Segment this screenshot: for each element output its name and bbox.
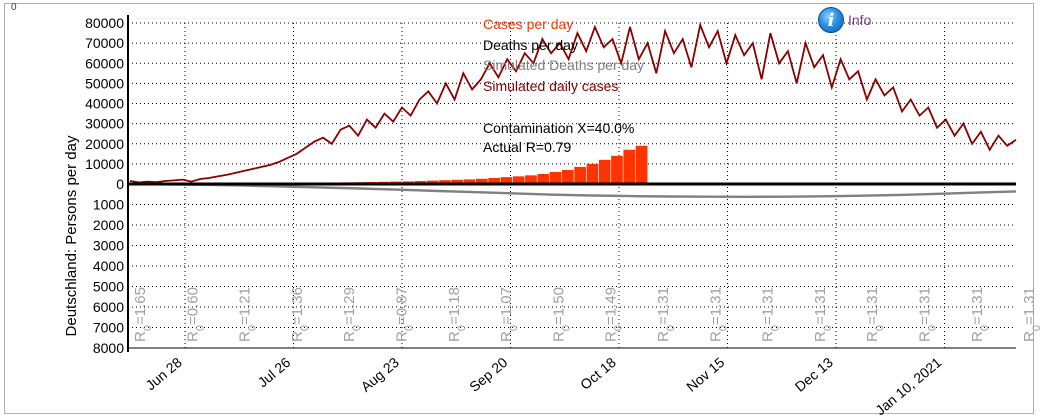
annotation-actual-r: Actual R=0.79 [483, 139, 572, 155]
y-tick-label: 8000 [93, 340, 124, 356]
x-tick-label: Nov 15 [683, 354, 727, 395]
r0-label: R0=1.31 [812, 287, 834, 342]
y-tick-label: 3000 [93, 238, 124, 254]
cases-bar [562, 169, 574, 184]
y-tick-label: 4000 [93, 258, 124, 274]
cases-bar [574, 166, 586, 184]
r0-label: R0=1.31 [707, 287, 729, 342]
info-label: Info [848, 12, 872, 28]
simulated-cases-line [129, 21, 1017, 184]
y-tick-label: 0 [116, 176, 124, 192]
info-button[interactable]: i Info [818, 6, 888, 34]
info-icon: i [818, 7, 844, 33]
legend: Cases per day Deaths per day Simulated D… [483, 16, 644, 94]
y-tick-label: 50000 [85, 75, 124, 91]
cases-bar [414, 180, 427, 184]
legend-cases: Cases per day [483, 16, 573, 32]
r0-label: R0=1.07 [498, 287, 520, 342]
y-tick-label: 2000 [93, 217, 124, 233]
r0-label: R0=1.18 [446, 287, 468, 342]
corner-mark: 0 [11, 2, 17, 13]
r0-label: R0=0.60 [184, 287, 206, 342]
cases-bar [426, 180, 439, 184]
legend-deaths: Deaths per day [483, 37, 578, 53]
simulated-deaths-line [129, 182, 1017, 199]
legend-sim-deaths: Simulated Deaths per day [483, 57, 644, 73]
x-tick-label: Dec 13 [792, 354, 836, 395]
r0-label: R0=1.31 [864, 287, 886, 342]
cases-bar [525, 175, 537, 184]
cases-bar [537, 173, 550, 184]
r0-label: R0=1.29 [341, 287, 363, 342]
y-tick-label: 7000 [93, 320, 124, 336]
r0-label: R0=1.65 [132, 287, 154, 342]
cases-bar [598, 159, 611, 184]
r0-label: R0=1.21 [237, 287, 259, 342]
r0-label: R0=1.50 [550, 287, 572, 342]
annotation-contamination: Contamination X=40.0% [483, 120, 634, 136]
y-tick-label: 40000 [85, 96, 124, 112]
cases-bar [586, 163, 599, 184]
x-tick-label: Oct 18 [577, 354, 619, 393]
y-tick-label: 60000 [85, 55, 124, 71]
r0-label: R0=1.31 [760, 287, 782, 342]
r0-label: R0=1.31 [1021, 287, 1042, 342]
cases-bar [512, 176, 525, 184]
r0-label: R0=1.31 [917, 287, 939, 342]
y-tick-label: 6000 [93, 299, 124, 315]
tick-labels: 8000070000600005000040000300002000010000… [85, 15, 945, 418]
axes [127, 15, 1016, 352]
cases-bar [476, 178, 488, 184]
series-lines [128, 21, 1017, 199]
x-tick-label: Jul 26 [255, 354, 294, 390]
y-tick-label: 70000 [85, 35, 124, 51]
cases-bar [611, 155, 623, 184]
cases-bar [549, 171, 562, 184]
y-tick-label: 80000 [85, 15, 124, 31]
r0-labels: R0=1.65 R0=0.60 R0=1.21 R0=1.36 R0=1.29 R0=0.… [132, 287, 1042, 342]
r0-label: R0=1.31 [655, 287, 677, 342]
chart-frame: 0 [4, 2, 1034, 414]
r0-label: R0=1.31 [969, 287, 991, 342]
y-tick-label: 20000 [85, 136, 124, 152]
legend-sim-cases: Simulated daily cases [483, 78, 618, 94]
r0-label: R0=1.36 [289, 287, 311, 342]
x-tick-label: Aug 23 [358, 354, 402, 395]
cases-bar [463, 179, 476, 184]
y-axis-label: Deutschland: Persons per day [63, 135, 80, 336]
cases-bar [488, 177, 500, 184]
cases-bar [635, 145, 648, 184]
r0-label: R0=0.87 [394, 287, 416, 342]
cases-bar [451, 179, 464, 184]
y-tick-label: 5000 [93, 279, 124, 295]
y-tick-label: 1000 [93, 197, 124, 213]
cases-bar [500, 177, 513, 184]
x-tick-label: Sep 20 [466, 354, 510, 395]
cases-bar [623, 149, 636, 184]
y-tick-label: 10000 [85, 156, 124, 172]
x-tick-label: Jun 28 [142, 354, 185, 393]
r0-label: R0=1.49 [603, 287, 625, 342]
y-tick-label: 30000 [85, 116, 124, 132]
x-tick-label: Jan 10, 2021 [872, 354, 944, 418]
cases-bar [439, 180, 451, 184]
